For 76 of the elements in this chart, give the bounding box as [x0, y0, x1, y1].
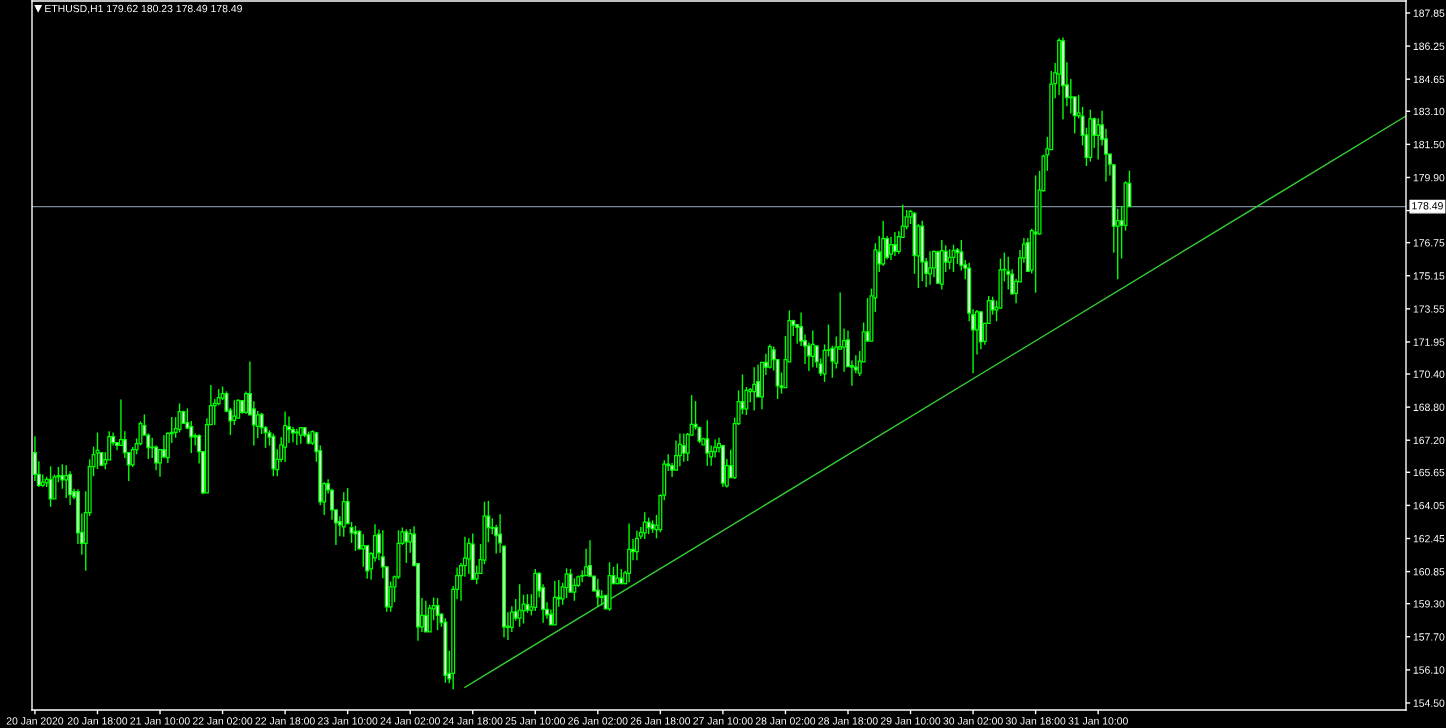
candlestick [158, 448, 163, 478]
candlestick [634, 530, 639, 561]
x-tick-label: 30 Jan 02:00 [943, 717, 1003, 725]
chart-title: ETHUSD,H1 179.62 180.23 178.49 178.49 [45, 4, 242, 14]
y-tick-label: 162.45 [1413, 534, 1445, 543]
x-tick-label: 20 Jan 18:00 [67, 717, 128, 725]
y-tick-label: 154.50 [1413, 699, 1445, 707]
candlestick [810, 329, 815, 368]
x-tick-label: 24 Jan 02:00 [380, 717, 440, 725]
y-tick-label: 176.75 [1413, 239, 1445, 247]
candlestick [595, 578, 600, 608]
candlestick [1068, 78, 1073, 115]
candlestick [892, 231, 897, 257]
candlestick [1096, 117, 1101, 161]
y-tick-label: 183.10 [1413, 107, 1445, 116]
x-tick-label: 21 Jan 10:00 [130, 717, 190, 725]
candlestick [681, 432, 686, 463]
y-tick-label: 157.70 [1413, 633, 1445, 641]
candlestick [580, 569, 585, 583]
x-tick-label: 31 Jan 10:00 [1068, 717, 1128, 725]
candlestick [752, 366, 757, 412]
candlestick [294, 427, 299, 446]
y-tick-label: 186.25 [1413, 42, 1445, 50]
x-tick-label: 22 Jan 18:00 [255, 717, 315, 725]
candlestick [677, 432, 682, 467]
y-tick-label: 187.85 [1413, 9, 1445, 17]
y-tick-label: 173.55 [1413, 305, 1445, 313]
x-tick-label: 24 Jan 18:00 [443, 717, 503, 725]
y-tick-label: 181.50 [1413, 140, 1445, 149]
candlestick [928, 250, 933, 286]
candlestick [404, 528, 409, 564]
y-tick-label: 164.05 [1413, 501, 1445, 510]
candlestick [60, 463, 65, 490]
y-tick-label: 160.85 [1413, 568, 1445, 576]
candlestick [705, 419, 710, 467]
candlestick [423, 600, 428, 633]
x-tick-label: 26 Jan 18:00 [630, 717, 691, 725]
candlestick [64, 464, 69, 499]
candlestick [283, 410, 288, 463]
x-tick-label: 30 Jan 18:00 [1005, 717, 1066, 725]
candlestick [353, 524, 358, 552]
candlestick [435, 597, 440, 631]
y-tick-label: 156.10 [1413, 666, 1445, 674]
x-tick-label: 26 Jan 02:00 [568, 717, 628, 725]
candlestick [959, 239, 964, 272]
candlestick [232, 399, 237, 426]
candlestick [287, 415, 292, 444]
y-tick-label: 167.20 [1413, 436, 1445, 445]
y-tick-label: 184.65 [1413, 75, 1445, 84]
candlestick [517, 583, 522, 628]
x-tick-label: 28 Jan 02:00 [755, 717, 816, 725]
x-tick-label: 23 Jan 10:00 [318, 717, 378, 725]
candlestick [627, 522, 632, 583]
x-tick-label: 27 Jan 10:00 [693, 717, 753, 725]
y-tick-label: 171.95 [1413, 338, 1445, 346]
y-tick-label: 165.65 [1413, 468, 1445, 477]
ref-line-label: 178.49 [1412, 202, 1443, 210]
x-tick-label: 25 Jan 10:00 [505, 717, 565, 725]
candlestick [244, 390, 249, 415]
x-tick-label: 29 Jan 10:00 [880, 717, 941, 725]
y-tick-label: 170.40 [1413, 370, 1445, 378]
candlestick [572, 577, 577, 602]
y-tick-label: 175.15 [1413, 272, 1445, 280]
candlestick [521, 594, 526, 625]
x-tick-label: 22 Jan 02:00 [192, 717, 253, 725]
candlestick [951, 244, 956, 273]
candlestick [1006, 256, 1011, 291]
x-tick-label: 20 Jan 2020 [6, 717, 64, 725]
x-tick-label: 28 Jan 18:00 [818, 717, 878, 725]
candlestick [525, 593, 530, 614]
candlestick [361, 533, 366, 568]
candlestick [947, 248, 952, 271]
y-tick-label: 168.80 [1413, 403, 1445, 411]
candlestick [889, 235, 893, 261]
y-tick-label: 159.30 [1413, 600, 1445, 608]
y-tick-label: 179.90 [1413, 173, 1445, 182]
